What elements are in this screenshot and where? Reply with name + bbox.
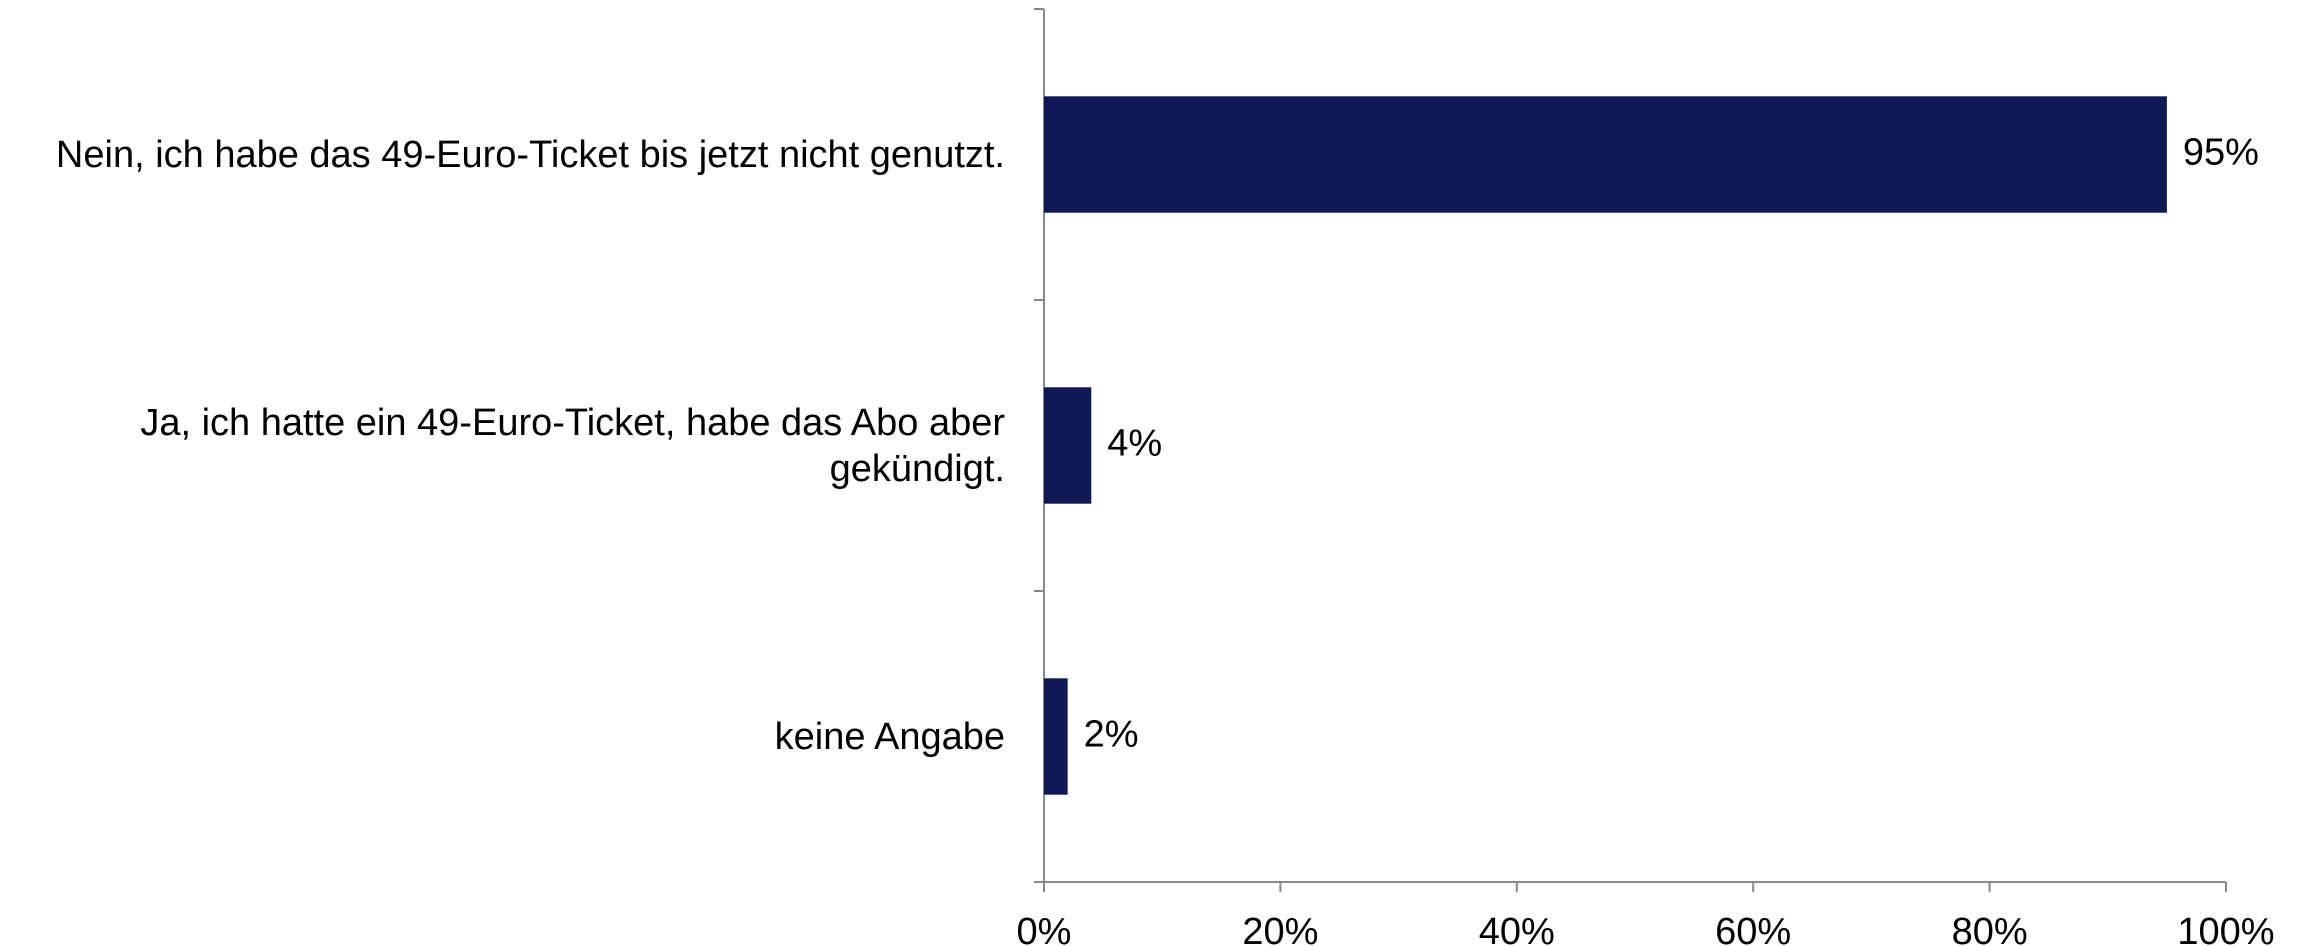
x-tick-label: 0% — [1017, 911, 1072, 946]
x-tick-label: 60% — [1715, 911, 1791, 946]
value-label: 2% — [1084, 714, 1139, 756]
x-tick-label: 100% — [2177, 911, 2274, 946]
bar — [1044, 387, 1092, 504]
x-tick-label: 40% — [1479, 911, 1555, 946]
category-label: Nein, ich habe das 49-Euro-Ticket bis je… — [55, 133, 1005, 176]
category-label: Ja, ich hatte ein 49-Euro-Ticket, habe d… — [140, 401, 1005, 490]
x-tick-label: 20% — [1242, 911, 1318, 946]
bar — [1044, 678, 1068, 795]
x-tick-label: 80% — [1952, 911, 2028, 946]
category-label: keine Angabe — [774, 715, 1005, 758]
value-label: 4% — [1107, 423, 1162, 465]
value-label: 95% — [2183, 132, 2259, 174]
bar — [1044, 96, 2167, 213]
